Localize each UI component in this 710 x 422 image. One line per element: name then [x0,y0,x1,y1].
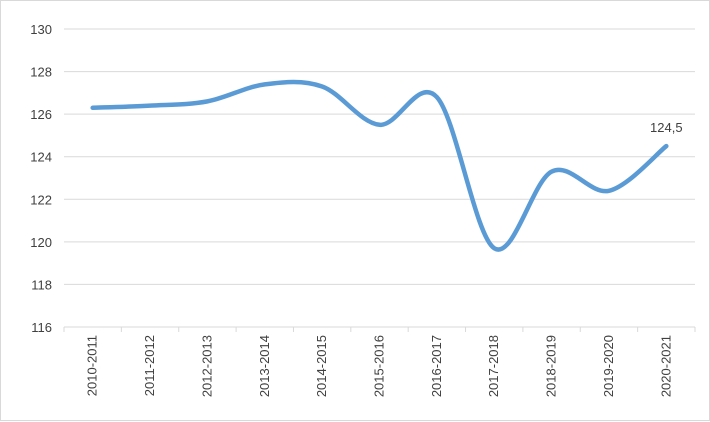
x-tick-label: 2016-2017 [429,335,444,397]
x-tick-label: 2019-2020 [601,335,616,397]
x-tick-label: 2010-2011 [85,335,100,396]
y-tick-label: 116 [31,320,52,335]
y-tick-label: 122 [30,192,52,207]
y-tick-label: 118 [31,277,52,292]
y-tick-label: 124 [30,150,52,165]
series-line [90,79,669,252]
x-tick-label: 2011-2012 [142,335,157,396]
y-tick-label: 126 [30,107,52,122]
y-tick-label: 120 [30,235,52,250]
x-tick-label: 2020-2021 [658,335,673,397]
y-tick-label: 128 [30,65,52,80]
x-tick-label: 2012-2013 [199,335,214,397]
x-tick-label: 2018-2019 [544,335,559,397]
x-tick-label: 2017-2018 [486,335,501,397]
y-tick-label: 130 [30,22,52,37]
data-label: 124,5 [650,120,683,135]
x-tick-label: 2014-2015 [314,335,329,397]
x-tick-label: 2015-2016 [372,335,387,397]
x-tick-label: 2013-2014 [257,335,272,397]
